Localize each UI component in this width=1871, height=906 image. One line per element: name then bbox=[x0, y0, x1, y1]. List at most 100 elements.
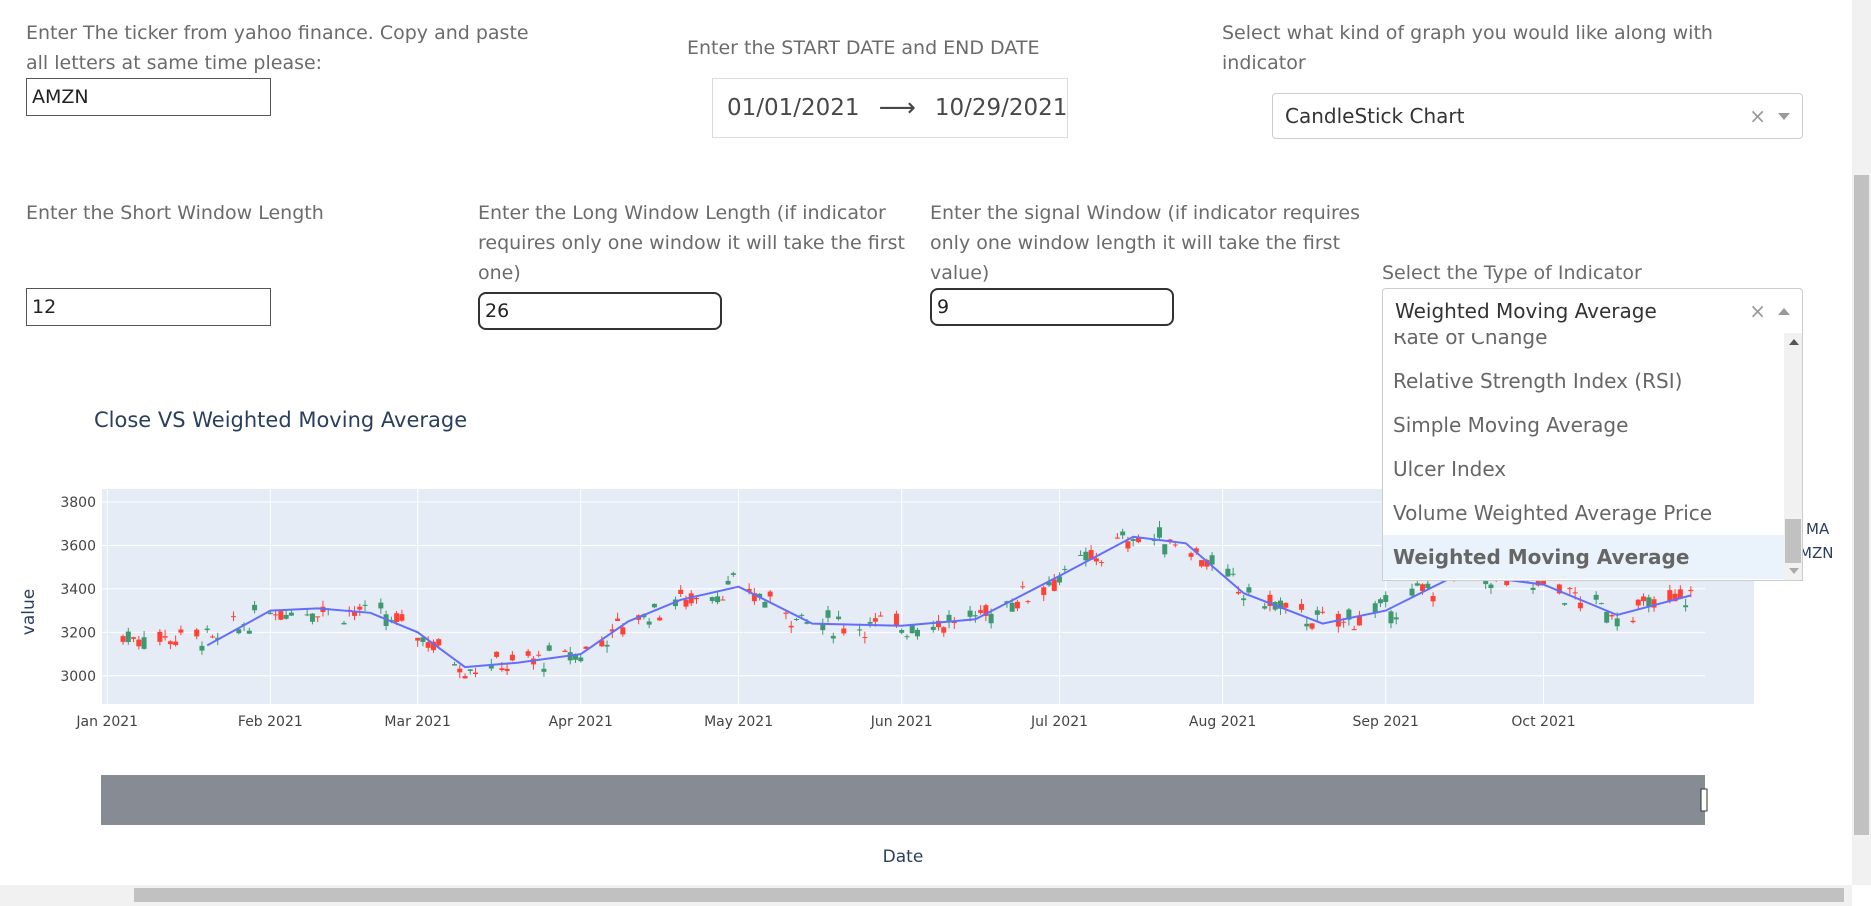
candle-body bbox=[1420, 584, 1426, 592]
graph-type-label: Select what kind of graph you would like… bbox=[1222, 22, 1713, 74]
candle-body bbox=[288, 612, 294, 616]
candle-body bbox=[725, 580, 731, 585]
clear-icon[interactable]: × bbox=[1749, 104, 1766, 128]
candle-body bbox=[751, 593, 757, 602]
ticker-input[interactable] bbox=[26, 78, 271, 116]
signal-window-input[interactable] bbox=[930, 288, 1174, 326]
chevron-down-icon[interactable] bbox=[1778, 113, 1790, 120]
wma-line bbox=[206, 535, 1692, 669]
candle-body bbox=[430, 641, 436, 651]
range-slider[interactable] bbox=[101, 775, 1705, 825]
y-tick-label: 3400 bbox=[60, 582, 96, 598]
candle-body bbox=[1688, 589, 1694, 592]
short-window-input[interactable] bbox=[26, 288, 271, 326]
scroll-up-icon[interactable] bbox=[1789, 339, 1799, 345]
candle-body bbox=[1383, 595, 1389, 602]
candle-body bbox=[425, 642, 431, 648]
start-date-input[interactable]: 01/01/2021 bbox=[727, 95, 860, 121]
candle-body bbox=[1262, 606, 1268, 609]
candle-body bbox=[862, 637, 868, 639]
date-range-picker: 01/01/2021 ⟶ 10/29/2021 bbox=[712, 78, 1068, 138]
candle-body bbox=[1283, 602, 1289, 608]
arrow-right-icon: ⟶ bbox=[878, 93, 916, 123]
candle-body bbox=[983, 605, 989, 616]
end-date-input[interactable]: 10/29/2021 bbox=[934, 95, 1068, 121]
candle-body bbox=[1393, 617, 1399, 620]
candle-body bbox=[209, 636, 215, 638]
candle-body bbox=[499, 668, 505, 671]
clear-icon[interactable]: × bbox=[1749, 299, 1766, 323]
candle-body bbox=[1572, 592, 1578, 594]
y-tick-label: 3200 bbox=[60, 625, 96, 641]
indicator-option[interactable]: Rate of Change bbox=[1393, 333, 1548, 349]
candle-body bbox=[1009, 602, 1015, 612]
indicator-option[interactable]: Simple Moving Average bbox=[1393, 413, 1629, 437]
candle-body bbox=[1020, 586, 1026, 588]
x-tick-label: Aug 2021 bbox=[1189, 714, 1256, 730]
candle-body bbox=[194, 629, 200, 637]
long-window-input[interactable] bbox=[478, 292, 722, 330]
candle-body bbox=[236, 629, 242, 634]
candle-body bbox=[1320, 611, 1326, 613]
x-tick-label: Apr 2021 bbox=[549, 714, 613, 730]
candle-body bbox=[1120, 531, 1126, 536]
menu-scrollbar[interactable] bbox=[1784, 333, 1802, 580]
legend-wma-fragment: MA bbox=[1806, 520, 1830, 538]
candle-body bbox=[830, 635, 836, 639]
indicator-option[interactable]: Relative Strength Index (RSI) bbox=[1393, 369, 1683, 393]
candle-body bbox=[1341, 621, 1347, 623]
indicator-option[interactable]: Volume Weighted Average Price bbox=[1393, 501, 1713, 525]
candle-body bbox=[583, 646, 589, 649]
candle-body bbox=[278, 611, 284, 620]
indicator-dropdown[interactable]: Weighted Moving Average × bbox=[1382, 288, 1803, 334]
x-tick-label: May 2021 bbox=[704, 714, 773, 730]
candle-body bbox=[352, 611, 358, 616]
candle-body bbox=[252, 604, 258, 611]
candle-body bbox=[841, 628, 847, 634]
candle-body bbox=[1556, 584, 1562, 594]
candle-body bbox=[867, 621, 873, 624]
candle-body bbox=[120, 636, 126, 642]
indicator-option[interactable]: Weighted Moving Average bbox=[1383, 535, 1786, 579]
candle-body bbox=[967, 610, 973, 617]
candle-body bbox=[488, 665, 494, 669]
candle-body bbox=[1614, 618, 1620, 627]
indicator-menu: Weighted Moving Average Volume Weighted A… bbox=[1382, 333, 1803, 581]
candle-body bbox=[267, 612, 273, 615]
candle-body bbox=[709, 597, 715, 602]
indicator-option[interactable]: Ulcer Index bbox=[1393, 457, 1507, 481]
candle-body bbox=[609, 629, 615, 632]
graph-type-dropdown[interactable]: CandleStick Chart × bbox=[1272, 93, 1803, 139]
candle-body bbox=[1156, 527, 1162, 538]
candle-body bbox=[167, 641, 173, 645]
candle-body bbox=[473, 672, 479, 675]
candle-body bbox=[1683, 605, 1689, 608]
menu-scrollbar-thumb[interactable] bbox=[1785, 519, 1801, 563]
candle-body bbox=[1672, 593, 1678, 602]
candle-body bbox=[541, 668, 547, 672]
candle-body bbox=[157, 631, 163, 642]
candle-body bbox=[525, 651, 531, 656]
grid-group bbox=[102, 489, 1705, 704]
chevron-up-icon[interactable] bbox=[1778, 308, 1790, 315]
candle-body bbox=[562, 650, 568, 652]
vertical-scrollbar-thumb[interactable] bbox=[1854, 175, 1869, 835]
candle-body bbox=[715, 596, 721, 603]
candle-body bbox=[767, 591, 773, 597]
candle-body bbox=[357, 606, 363, 610]
candle-body bbox=[1430, 596, 1436, 602]
candle-body bbox=[1414, 583, 1420, 586]
candle-body bbox=[678, 589, 684, 594]
candle-body bbox=[1541, 580, 1547, 585]
horizontal-scrollbar-thumb[interactable] bbox=[134, 888, 1844, 902]
candle-body bbox=[836, 616, 842, 620]
candle-body bbox=[599, 640, 605, 647]
candle-body bbox=[578, 657, 584, 662]
candle-body bbox=[1567, 588, 1573, 590]
short-window-label: Enter the Short Window Length bbox=[26, 202, 324, 224]
candle-body bbox=[604, 644, 610, 647]
range-slider-handle[interactable] bbox=[1700, 788, 1708, 812]
candle-body bbox=[1277, 600, 1283, 609]
scroll-down-icon[interactable] bbox=[1789, 568, 1799, 574]
candle-body bbox=[1225, 568, 1231, 577]
